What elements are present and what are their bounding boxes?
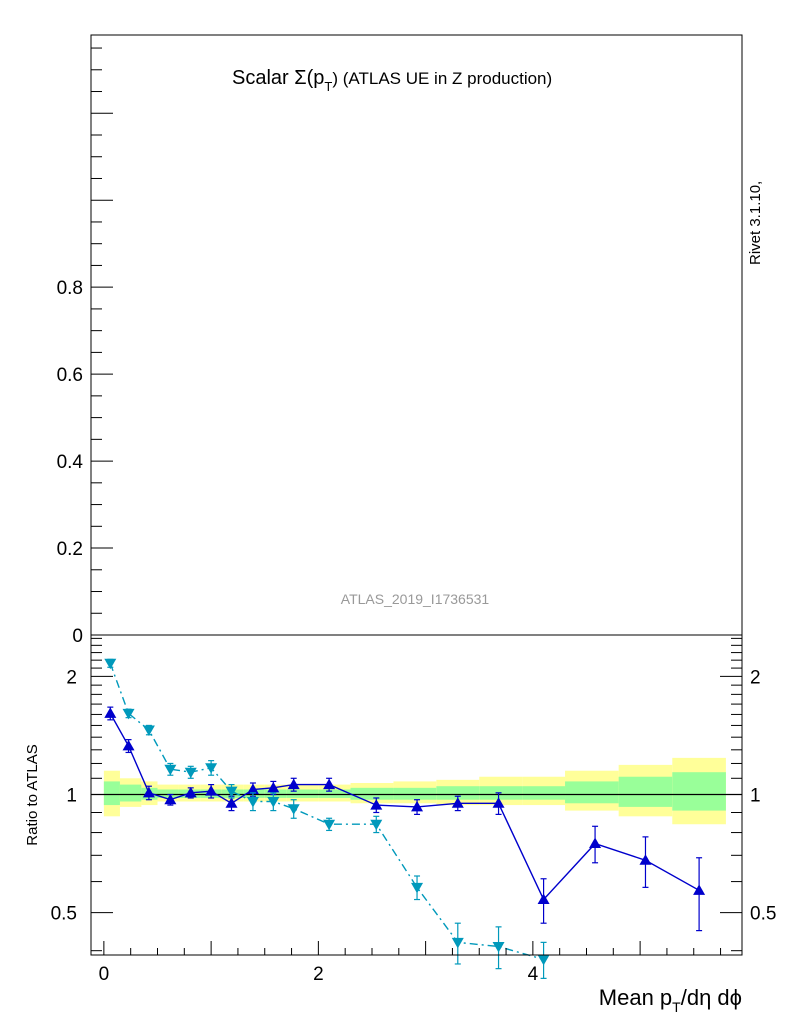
data-point [323,819,336,831]
inner-band-segment [264,789,287,798]
inner-band-segment [522,786,566,800]
data-point [370,819,383,831]
data-point [164,793,177,805]
watermark-label: ATLAS_2019_I1736531 [341,591,490,607]
ratio-y-tick-label-right: 0.5 [750,904,776,925]
data-point [492,797,505,808]
main-panel: 0 0.2 0.4 0.6 0.8 Scalar Σ(pT) (ATLAS UE in … [57,34,764,647]
inner-band-segment [565,781,619,804]
data-point [225,797,238,808]
ratio-y-tick-label-right: 2 [750,667,761,688]
data-point [122,739,135,751]
data-point [537,893,550,905]
inner-band-segment [157,789,179,798]
data-point [370,799,383,810]
data-point [246,796,259,808]
data-point [492,941,505,953]
main-y-tick-labels: 0 0.2 0.4 0.6 0.8 [57,278,84,647]
data-point [287,804,300,815]
data-point [225,786,238,798]
ratio-y-axis-title: Ratio to ATLAS [24,744,41,845]
data-point [287,778,300,790]
data-point [164,764,177,776]
data-point [142,786,155,798]
x-axis-title: Mean pT/dη dϕ [599,985,742,1015]
main-y-tick-label: 0 [72,626,83,647]
series-layer [104,658,706,979]
main-y-tick-label: 0.8 [57,278,83,299]
ratio-panel: 0 2 4 0.5 0.5 1 1 2 2 Ratio to ATLAS Mean pT/dη … [24,634,777,1015]
inner-band-segment [672,772,726,811]
ratio-ticks [91,637,742,955]
inner-band-segment [318,789,351,798]
inner-band-segment [119,784,142,802]
series-line [109,663,544,961]
data-point [184,767,197,779]
data-point [411,800,424,812]
main-y-tick-label: 0.6 [57,365,83,386]
data-point [104,658,117,670]
main-y-tick-label: 0.4 [57,452,84,473]
inner-band-segment [350,787,394,800]
inner-band-segment [103,781,120,806]
data-point [411,882,424,894]
inner-band-segment [436,786,480,800]
data-point [267,796,280,808]
ratio-y-tick-label-left: 1 [66,786,77,807]
data-point [246,783,259,794]
data-point [693,884,706,895]
rivet-version-label: Rivet 3.1.10, [747,181,764,265]
series-group-0 [104,706,706,932]
inner-band-segment [618,776,673,807]
data-point [205,785,218,796]
inner-band-segment [393,787,437,800]
data-point [451,797,464,808]
x-tick-label: 2 [313,964,324,985]
x-tick-label: 4 [528,964,539,985]
data-point [267,781,280,793]
data-point [122,708,135,720]
data-point [104,707,117,718]
main-y-ticks [91,47,113,636]
data-point [639,854,652,865]
ratio-y-tick-label-left: 0.5 [51,904,77,925]
x-tick-label: 0 [99,964,110,985]
data-point [205,763,218,774]
data-point [537,954,550,966]
data-point [589,837,602,849]
inner-band-segment [286,789,319,798]
data-point [323,778,336,790]
main-panel-frame [90,34,743,636]
ratio-y-tick-label-right: 1 [750,786,761,807]
series-group-1 [104,658,550,979]
ratio-y-tick-label-left: 2 [66,667,77,688]
ratio-tick-labels: 0 2 4 0.5 0.5 1 1 2 2 [51,667,777,985]
data-point [184,786,197,798]
main-y-tick-label: 0.2 [57,539,83,560]
data-point [142,725,155,737]
chart-title: Scalar Σ(pT) (ATLAS UE in Z production) [232,67,552,94]
data-point [451,937,464,949]
